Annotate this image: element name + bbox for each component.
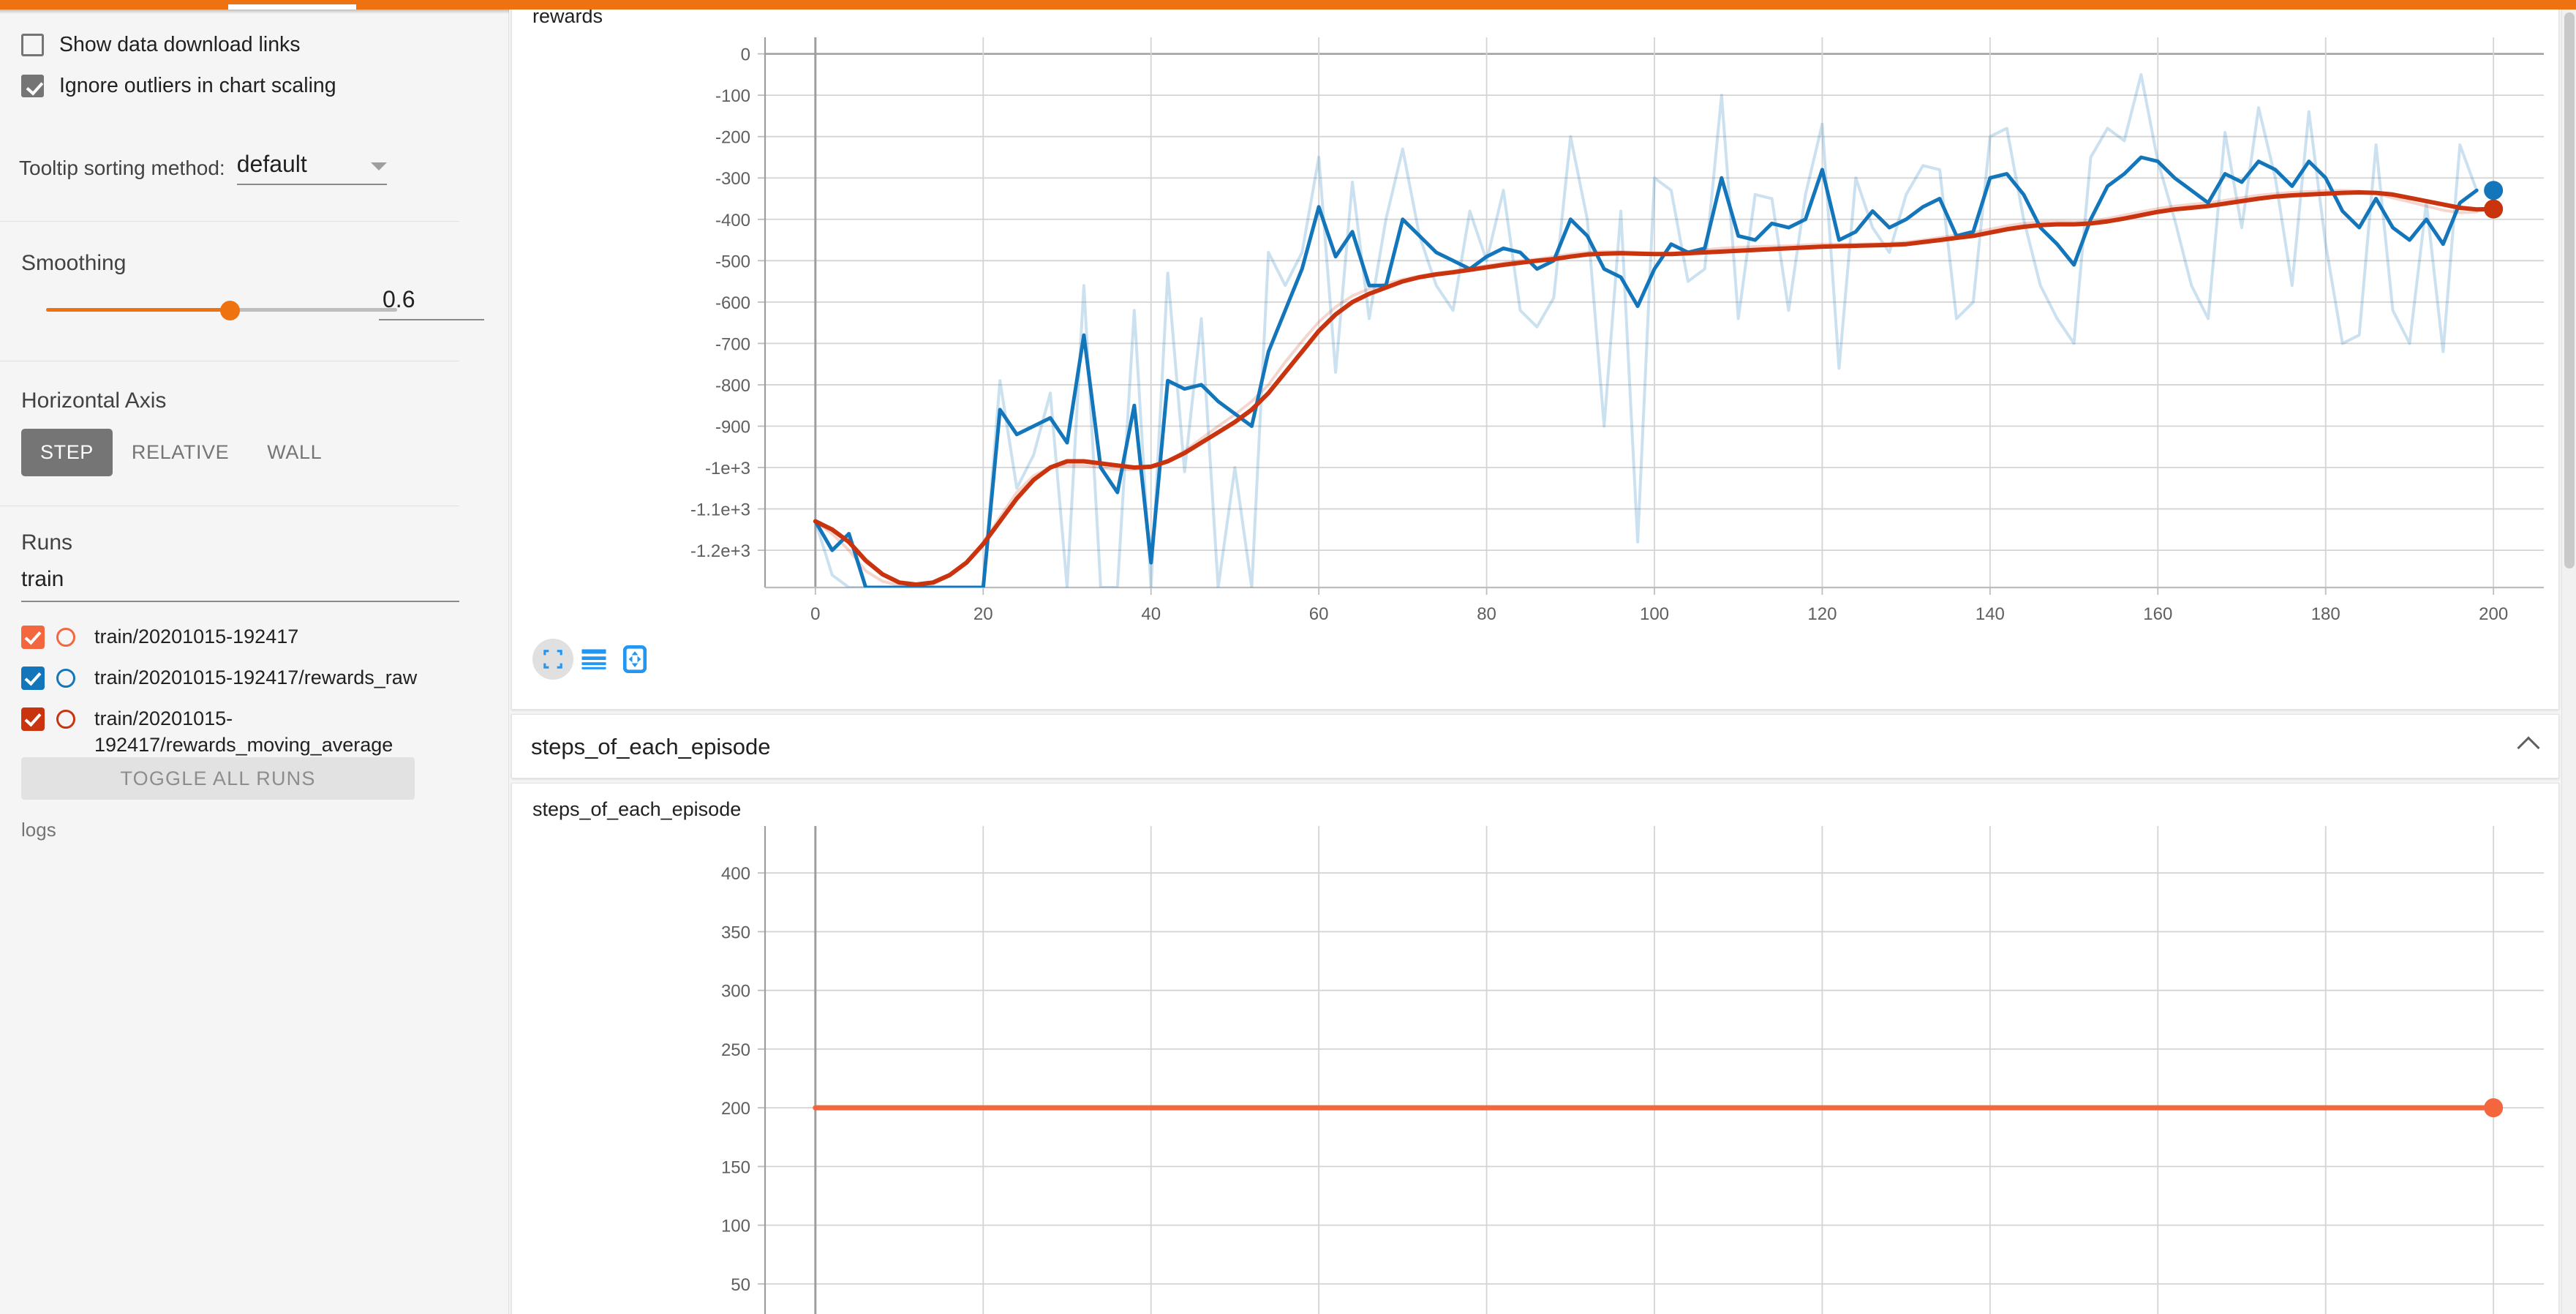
main-content: rewards 0 -100 -200 -300 -400 -500 -600 -700 -80… xyxy=(510,10,2576,1314)
tooltip-sorting-row: Tooltip sorting method: default xyxy=(19,151,387,185)
svg-text:180: 180 xyxy=(2311,604,2340,624)
ignore-outliers-label: Ignore outliers in chart scaling xyxy=(59,74,336,97)
svg-text:-300: -300 xyxy=(715,169,750,189)
svg-text:-800: -800 xyxy=(715,376,750,396)
ignore-outliers-row[interactable]: Ignore outliers in chart scaling xyxy=(21,74,336,98)
run-item-1[interactable]: train/20201015-192417/rewards_raw xyxy=(21,665,460,691)
svg-text:150: 150 xyxy=(721,1157,750,1177)
smoothing-value-input[interactable]: 0.6 xyxy=(379,286,484,320)
svg-text:350: 350 xyxy=(721,923,750,942)
svg-text:250: 250 xyxy=(721,1040,750,1060)
pan-icon[interactable] xyxy=(614,639,655,680)
divider-smoothing xyxy=(0,221,459,222)
show-download-links-label: Show data download links xyxy=(59,33,301,56)
svg-text:200: 200 xyxy=(2479,604,2508,624)
fullscreen-icon[interactable] xyxy=(532,639,573,680)
chart-toolbar-rewards xyxy=(532,639,655,680)
svg-text:-700: -700 xyxy=(715,334,750,354)
chart-card-rewards: rewards 0 -100 -200 -300 -400 -500 -600 -700 -80… xyxy=(511,10,2559,710)
svg-text:40: 40 xyxy=(1141,604,1161,624)
axis-button-wall[interactable]: WALL xyxy=(267,441,323,463)
svg-text:80: 80 xyxy=(1477,604,1496,624)
run-item-0[interactable]: train/20201015-192417 xyxy=(21,624,460,650)
run-item-2[interactable]: train/20201015-192417/rewards_moving_ave… xyxy=(21,706,460,759)
smoothing-slider-fill xyxy=(46,308,230,312)
run-checkbox-1[interactable] xyxy=(21,667,45,690)
svg-text:-400: -400 xyxy=(715,211,750,230)
chevron-up-icon[interactable] xyxy=(2517,736,2540,759)
horizontal-axis-title: Horizontal Axis xyxy=(21,388,167,413)
top-app-bar xyxy=(0,0,2576,10)
ignore-outliers-checkbox[interactable] xyxy=(21,75,44,97)
svg-text:400: 400 xyxy=(721,864,750,884)
chart-card-steps-of-each-episode: steps_of_each_episode 400 350 300 250 200 150… xyxy=(511,783,2559,1314)
svg-text:-1.1e+3: -1.1e+3 xyxy=(690,500,750,520)
svg-text:100: 100 xyxy=(721,1217,750,1236)
svg-text:0: 0 xyxy=(741,45,750,65)
run-label-1: train/20201015-192417/rewards_raw xyxy=(94,667,418,688)
svg-text:-1.2e+3: -1.2e+3 xyxy=(690,541,750,561)
run-label-2: train/20201015-192417/rewards_moving_ave… xyxy=(94,707,393,756)
smoothing-slider[interactable] xyxy=(46,301,397,320)
active-tab-indicator xyxy=(228,4,356,10)
svg-text:200: 200 xyxy=(721,1099,750,1119)
data-table-icon[interactable] xyxy=(573,639,614,680)
page-scrollbar[interactable] xyxy=(2561,10,2576,1314)
svg-text:-600: -600 xyxy=(715,293,750,313)
svg-text:20: 20 xyxy=(973,604,993,624)
svg-text:-500: -500 xyxy=(715,252,750,271)
page-scrollbar-thumb[interactable] xyxy=(2564,12,2575,568)
show-download-links-row[interactable]: Show data download links xyxy=(21,33,301,57)
tooltip-sorting-value: default xyxy=(236,151,307,177)
svg-text:-100: -100 xyxy=(715,86,750,106)
run-checkbox-2[interactable] xyxy=(21,707,45,731)
run-color-circle-1[interactable] xyxy=(56,669,75,688)
horizontal-axis-button-group: STEP RELATIVE WALL xyxy=(21,429,341,476)
chart-plot-steps-of-each-episode[interactable]: 400 350 300 250 200 150 100 50 xyxy=(512,819,2558,1314)
smoothing-slider-thumb[interactable] xyxy=(220,301,240,320)
svg-text:120: 120 xyxy=(1807,604,1837,624)
svg-text:160: 160 xyxy=(2143,604,2172,624)
run-color-circle-2[interactable] xyxy=(56,710,75,729)
runs-title: Runs xyxy=(21,530,73,555)
settings-sidebar: Show data download links Ignore outliers… xyxy=(0,10,509,1314)
svg-text:-1e+3: -1e+3 xyxy=(705,459,750,478)
svg-text:50: 50 xyxy=(731,1275,750,1295)
tooltip-sorting-select[interactable]: default xyxy=(236,151,387,185)
svg-text:100: 100 xyxy=(1640,604,1669,624)
panel-title-steps-of-each-episode: steps_of_each_episode xyxy=(531,734,771,759)
run-color-circle-0[interactable] xyxy=(56,628,75,647)
toggle-all-runs-button[interactable]: TOGGLE ALL RUNS xyxy=(21,757,415,800)
run-checkbox-0[interactable] xyxy=(21,626,45,649)
svg-text:300: 300 xyxy=(721,982,750,1002)
svg-text:0: 0 xyxy=(810,604,820,624)
svg-text:-900: -900 xyxy=(715,417,750,437)
show-download-links-checkbox[interactable] xyxy=(21,34,44,56)
tooltip-sorting-label: Tooltip sorting method: xyxy=(19,157,225,179)
chart-plot-rewards[interactable]: 0 -100 -200 -300 -400 -500 -600 -700 -800 -900 -1e… xyxy=(512,23,2558,643)
svg-text:-200: -200 xyxy=(715,128,750,148)
svg-text:140: 140 xyxy=(1976,604,2005,624)
panel-header-steps-of-each-episode[interactable]: steps_of_each_episode xyxy=(511,714,2559,778)
runs-filter-input[interactable]: train xyxy=(21,567,459,602)
run-label-0: train/20201015-192417 xyxy=(94,626,299,647)
chart-title-rewards: rewards xyxy=(532,10,603,27)
svg-text:60: 60 xyxy=(1309,604,1329,624)
chart-title-steps-of-each-episode: steps_of_each_episode xyxy=(532,798,742,820)
axis-button-step[interactable]: STEP xyxy=(21,429,113,476)
chevron-down-icon xyxy=(370,162,387,170)
logs-label: logs xyxy=(21,819,56,841)
axis-button-relative[interactable]: RELATIVE xyxy=(131,441,230,463)
smoothing-title: Smoothing xyxy=(21,251,127,275)
